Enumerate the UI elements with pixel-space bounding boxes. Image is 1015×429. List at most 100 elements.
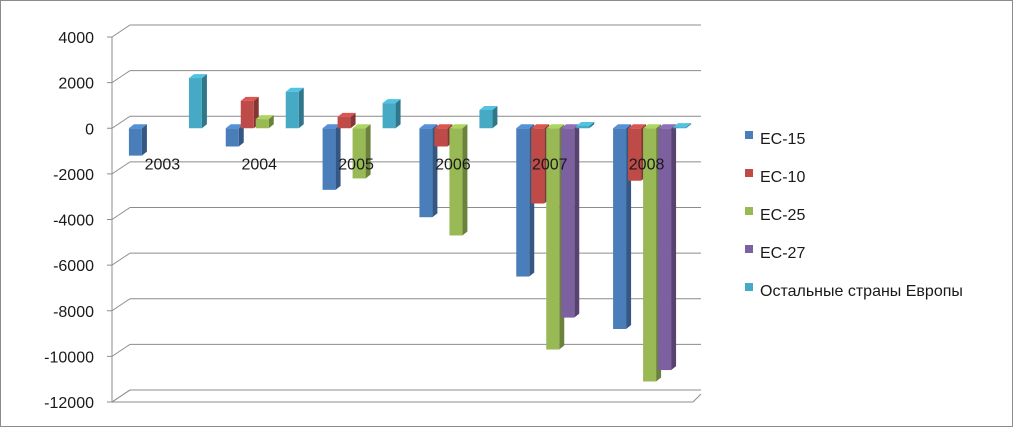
gridlines [107, 24, 701, 403]
bar [658, 124, 677, 371]
bar-top [561, 124, 580, 129]
gridline-depth [111, 115, 131, 129]
bar-side [238, 124, 244, 147]
bar-top [352, 124, 371, 129]
bar [576, 121, 595, 129]
x-category-label: 2005 [338, 156, 374, 173]
legend-label: ЕС-25 [760, 207, 805, 224]
bar-side [365, 124, 371, 179]
x-category-label: 2003 [145, 156, 181, 173]
bar-side [298, 87, 304, 129]
legend-item: ЕС-27 [745, 245, 805, 262]
x-category-label: 2008 [629, 156, 665, 173]
y-tick-label: 2000 [58, 76, 94, 93]
bar-front [561, 128, 575, 318]
bar-front [322, 128, 336, 190]
bar-top [576, 121, 595, 126]
bar-front [628, 128, 642, 181]
bar-top [255, 115, 274, 120]
bar-side [671, 124, 677, 371]
bar-top [658, 124, 677, 129]
bar [352, 124, 371, 179]
bar-side [141, 124, 147, 156]
bar-front [240, 100, 254, 129]
bar-front [255, 119, 269, 129]
bar-top [531, 124, 550, 129]
y-tick-label: -12000 [44, 395, 94, 412]
gridline-depth [111, 161, 131, 175]
bar-top [628, 124, 647, 129]
bar-top [128, 124, 147, 129]
bar-side [462, 124, 468, 236]
bar-front [285, 91, 299, 129]
bar-top [434, 124, 453, 129]
x-category-label: 2004 [241, 156, 277, 173]
bar-top [225, 124, 244, 129]
y-tick-label: -10000 [44, 349, 94, 366]
bar [419, 124, 438, 218]
bar-top [322, 124, 341, 129]
bar-top [546, 124, 565, 129]
bar-front [546, 128, 560, 350]
bar-top [643, 124, 662, 129]
bar-top [240, 96, 259, 101]
bar [188, 74, 207, 129]
bar-side [574, 124, 580, 318]
bar-top [516, 124, 535, 129]
bar-side [268, 115, 274, 129]
gridline-depth [111, 389, 131, 403]
bar-front [449, 128, 463, 236]
bar [479, 106, 498, 129]
gridline-depth [111, 298, 131, 312]
bar-front [225, 128, 239, 147]
legend-item: Остальные страны Европы [745, 283, 963, 300]
bar [337, 112, 356, 129]
bar-side [589, 121, 595, 129]
bar-top [419, 124, 438, 129]
y-axis-tick-labels: 4000 2000 0 -2000 -4000 -6000 -8000 -10000 -1200… [44, 30, 94, 412]
bar [128, 124, 147, 156]
bar [225, 124, 244, 147]
bar-side [395, 99, 401, 129]
x-category-label: 2006 [435, 156, 471, 173]
bar-side [492, 106, 498, 129]
bar [255, 115, 274, 129]
bar-top [673, 123, 692, 128]
y-tick-label: 4000 [58, 30, 94, 47]
bar-front [434, 128, 448, 147]
bar-front [576, 125, 590, 129]
bar [673, 123, 692, 129]
legend-swatch [745, 283, 753, 291]
bar-side [350, 112, 356, 129]
bar-top [449, 124, 468, 129]
y-tick-label: -2000 [53, 167, 94, 184]
legend-label: ЕС-15 [760, 131, 805, 148]
floor-edge-right [692, 393, 702, 403]
legend-item: ЕС-15 [745, 131, 805, 148]
bars [128, 74, 692, 382]
bar [285, 87, 304, 129]
bar-front [352, 128, 366, 179]
legend-label: ЕС-10 [760, 169, 805, 186]
bar-front [419, 128, 433, 218]
bar-side [335, 124, 341, 190]
gridline-depth [111, 343, 131, 357]
bar-front [516, 128, 530, 277]
gridline-depth [111, 70, 131, 84]
bar-top [188, 74, 207, 79]
y-tick-label: 0 [85, 121, 94, 138]
bar-front [658, 128, 672, 371]
bar-front [128, 128, 142, 156]
bar-front [479, 110, 493, 129]
x-axis-category-labels: 2003 2004 2005 2006 2007 2008 [145, 156, 665, 173]
bar-top [382, 99, 401, 104]
legend: ЕС-15 ЕС-10 ЕС-25 ЕС-27 Остальные страны Евр… [745, 131, 963, 300]
bar [561, 124, 580, 318]
bar-top [337, 112, 356, 117]
bar [382, 99, 401, 129]
bar-front [337, 116, 351, 129]
legend-swatch [745, 131, 753, 139]
bar-front [613, 128, 627, 329]
